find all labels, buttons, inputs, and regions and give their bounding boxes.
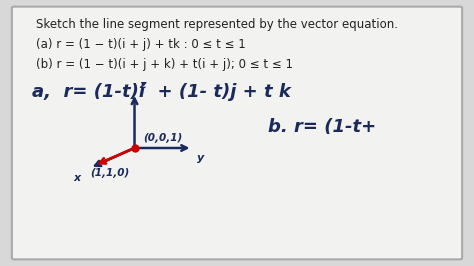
Text: (1,1,0): (1,1,0) [90, 168, 129, 177]
Text: (a) r = (1 − t)(i + j) + tk : 0 ≤ t ≤ 1: (a) r = (1 − t)(i + j) + tk : 0 ≤ t ≤ 1 [36, 38, 246, 51]
Text: a,  r= (1-t)i  + (1- t)j + t k: a, r= (1-t)i + (1- t)j + t k [32, 83, 291, 101]
Text: (0,0,1): (0,0,1) [144, 132, 182, 143]
Text: y: y [197, 153, 204, 163]
Text: Sketch the line segment represented by the vector equation.: Sketch the line segment represented by t… [36, 18, 399, 31]
Text: (b) r = (1 − t)(i + j + k) + t(i + j); 0 ≤ t ≤ 1: (b) r = (1 − t)(i + j + k) + t(i + j); 0… [36, 58, 293, 71]
Text: x: x [74, 173, 81, 183]
Text: z: z [139, 81, 146, 90]
Text: b. r= (1-t+: b. r= (1-t+ [268, 118, 376, 136]
